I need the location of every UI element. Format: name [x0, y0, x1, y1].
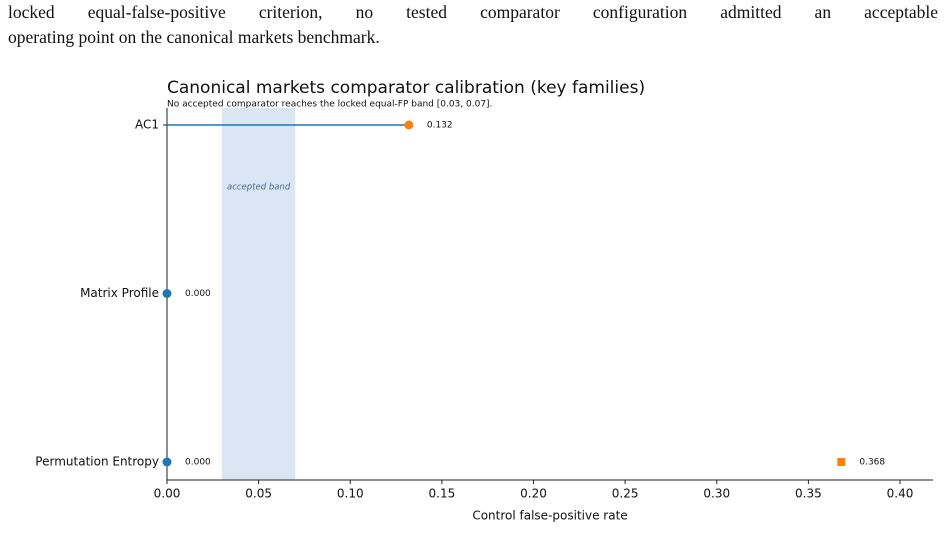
- chart-title: Canonical markets comparator calibration…: [167, 78, 645, 98]
- band-label: accepted band: [227, 183, 291, 193]
- y-tick-label: Matrix Profile: [80, 286, 159, 300]
- x-tick-label: 0.10: [337, 487, 364, 501]
- point: [162, 289, 172, 298]
- value-label: 0.000: [185, 289, 211, 299]
- x-tick-label: 0.25: [612, 487, 639, 501]
- value-label: 0.368: [859, 458, 885, 468]
- paragraph-line: operating point on the canonical markets…: [8, 27, 380, 47]
- x-axis-label: Control false-positive rate: [472, 509, 627, 523]
- value-label: 0.000: [185, 458, 211, 468]
- paragraph-line: locked equal-false-positive criterion, n…: [8, 2, 938, 22]
- point: [837, 458, 846, 466]
- x-tick-label: 0.00: [154, 487, 181, 501]
- x-tick-label: 0.35: [795, 487, 822, 501]
- x-tick-label: 0.05: [245, 487, 272, 501]
- x-tick-label: 0.15: [429, 487, 456, 501]
- x-tick-label: 0.20: [520, 487, 547, 501]
- accepted-band: [221, 108, 296, 480]
- y-tick-label: AC1: [135, 118, 159, 132]
- point: [404, 120, 414, 130]
- x-tick-label: 0.40: [887, 487, 914, 501]
- chart-subtitle: No accepted comparator reaches the locke…: [167, 100, 492, 110]
- y-tick-label: Permutation Entropy: [35, 455, 159, 469]
- x-tick-label: 0.30: [703, 487, 730, 501]
- point: [162, 457, 172, 467]
- value-label: 0.132: [427, 121, 453, 131]
